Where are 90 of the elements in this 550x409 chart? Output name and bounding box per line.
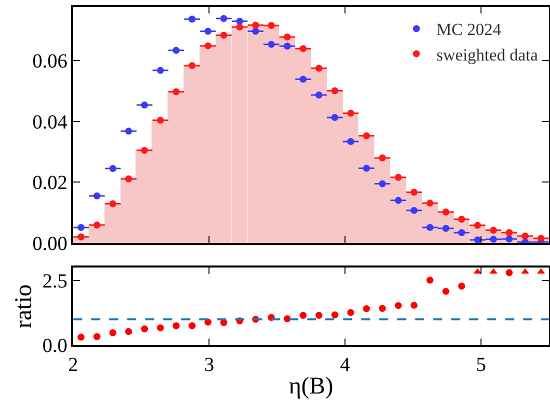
point <box>156 66 164 74</box>
point <box>300 76 307 83</box>
point <box>331 311 338 318</box>
point <box>394 174 402 181</box>
point <box>331 114 338 122</box>
point <box>78 334 85 341</box>
x-axis-title: η(B) <box>288 374 334 400</box>
point <box>426 200 434 207</box>
point <box>172 322 180 330</box>
point <box>331 87 338 94</box>
point <box>284 42 291 50</box>
point <box>78 224 85 231</box>
point <box>489 268 498 274</box>
point <box>426 224 434 231</box>
point <box>156 324 164 332</box>
y-tick-label: 0.02 <box>32 172 68 194</box>
point <box>109 200 116 208</box>
point <box>506 229 513 236</box>
point <box>378 304 386 312</box>
x-tick-label: 2 <box>68 354 78 376</box>
point <box>362 305 370 312</box>
point <box>172 88 180 96</box>
point <box>521 268 530 274</box>
x-tick-label: 5 <box>476 354 486 376</box>
point <box>220 32 228 39</box>
x-tick-label: 3 <box>204 354 214 376</box>
point <box>458 216 466 223</box>
point <box>188 322 196 330</box>
point <box>378 154 386 162</box>
y-tick-label: 0.0 <box>42 335 68 358</box>
point <box>378 180 386 188</box>
point <box>315 64 322 72</box>
point <box>268 22 275 29</box>
point <box>410 302 418 309</box>
point <box>141 146 148 154</box>
y-tick-label: 0.06 <box>32 50 68 73</box>
point <box>442 208 450 216</box>
point <box>394 196 402 204</box>
point <box>109 165 116 172</box>
legend-label: MC 2024 <box>436 20 502 40</box>
point <box>315 92 322 99</box>
point <box>93 333 100 340</box>
y-tick-label: 0.00 <box>32 232 68 255</box>
point <box>347 309 354 316</box>
point <box>442 288 450 295</box>
point <box>474 236 482 243</box>
point <box>204 28 212 35</box>
y-tick-label: 0.04 <box>32 111 68 134</box>
point <box>125 175 132 182</box>
point <box>252 22 260 29</box>
point <box>506 269 513 276</box>
legend-label: sweighted data <box>436 45 538 64</box>
point <box>268 40 275 48</box>
x-tick-label: 4 <box>340 354 350 376</box>
point <box>236 18 244 25</box>
point <box>442 224 450 232</box>
point <box>156 116 164 124</box>
point <box>78 233 85 240</box>
point <box>426 276 434 284</box>
point <box>347 138 354 145</box>
point <box>490 226 497 234</box>
y-axis-title: ratio <box>11 284 37 328</box>
point <box>204 42 212 50</box>
point <box>141 325 148 332</box>
point <box>188 62 196 70</box>
point <box>109 329 116 336</box>
point <box>93 192 100 200</box>
point <box>394 302 402 310</box>
point <box>410 188 418 196</box>
point <box>252 28 260 35</box>
point <box>188 16 196 23</box>
point <box>362 164 370 172</box>
point <box>284 34 291 41</box>
point <box>315 312 322 319</box>
point <box>362 132 370 140</box>
point <box>410 206 418 214</box>
point <box>538 234 545 242</box>
y-tick-label: 2.5 <box>42 270 68 292</box>
point <box>236 24 244 30</box>
point <box>474 222 482 229</box>
point <box>125 328 132 335</box>
point <box>93 222 100 229</box>
point <box>300 45 307 52</box>
point <box>141 102 148 109</box>
point <box>458 282 466 290</box>
point <box>220 14 228 22</box>
point <box>347 110 354 117</box>
point <box>300 312 307 319</box>
point <box>172 46 180 54</box>
point <box>125 128 132 135</box>
